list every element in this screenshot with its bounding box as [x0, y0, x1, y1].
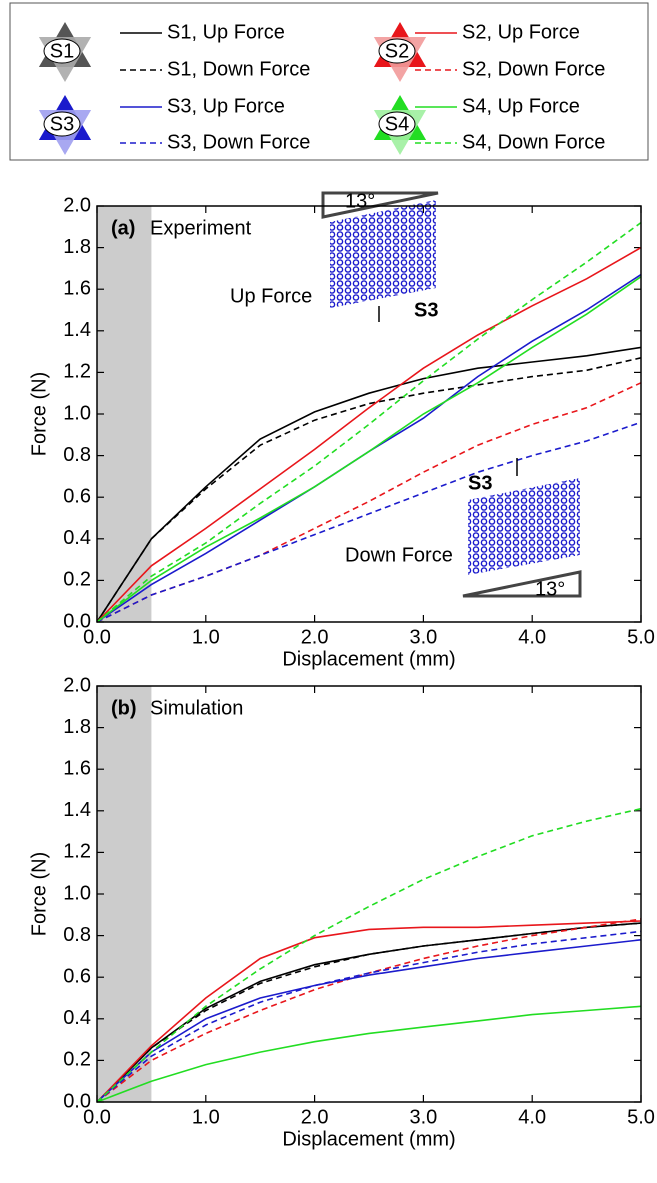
legend-label: S4, Down Force: [462, 131, 605, 153]
plot-frame: [96, 205, 642, 623]
series-line: [96, 930, 642, 1103]
y-tick-label: 1.8: [63, 236, 91, 258]
y-tick-label: 0.0: [63, 610, 91, 632]
legend-label: S2, Up Force: [462, 21, 580, 43]
series-line: [96, 357, 642, 623]
legend-label: S1, Down Force: [167, 58, 310, 80]
inset-sample: S3: [468, 472, 492, 494]
inset-label: Down Force: [345, 544, 453, 566]
x-tick-label: 2.0: [301, 1106, 329, 1128]
y-tick-label: 2.0: [63, 674, 91, 696]
y-tick-label: 0.0: [63, 1090, 91, 1112]
y-tick-label: 1.0: [63, 402, 91, 424]
y-axis-label: Force (N): [28, 372, 50, 456]
inset-label: Up Force: [230, 285, 312, 307]
series-line: [96, 276, 642, 623]
inset-sample: S3: [414, 299, 438, 321]
y-tick-label: 1.8: [63, 716, 91, 738]
y-tick-label: 0.8: [63, 924, 91, 946]
legend-box: [9, 2, 649, 161]
series-line: [96, 421, 642, 623]
x-tick-label: 4.0: [518, 1106, 546, 1128]
y-tick-label: 1.4: [63, 799, 91, 821]
x-tick-label: 4.0: [518, 626, 546, 648]
x-tick-label: 0.0: [83, 1106, 111, 1128]
series-line: [96, 246, 642, 623]
y-tick-label: 0.2: [63, 1049, 91, 1071]
inset-angle: 13°: [535, 578, 565, 600]
y-tick-label: 1.2: [63, 841, 91, 863]
y-tick-label: 0.2: [63, 569, 91, 591]
y-tick-label: 1.4: [63, 319, 91, 341]
plot-frame: [96, 685, 642, 1103]
y-tick-label: 1.6: [63, 757, 91, 779]
x-tick-label: 1.0: [192, 626, 220, 648]
inset-lattice: [330, 200, 436, 308]
legend-label: S2, Down Force: [462, 58, 605, 80]
legend-icon-label: S2: [385, 40, 409, 62]
panel-label: (a): [111, 217, 135, 239]
shaded-region: [97, 206, 152, 622]
inset-wedge: [462, 570, 582, 598]
series-line: [96, 920, 642, 1103]
x-tick-label: 5.0: [627, 626, 655, 648]
x-tick-label: 3.0: [409, 626, 437, 648]
y-tick-label: 1.6: [63, 277, 91, 299]
legend-icon-badge: [43, 38, 81, 64]
legend-label: S4, Up Force: [462, 95, 580, 117]
y-tick-label: 0.6: [63, 485, 91, 507]
legend-label: S3, Down Force: [167, 131, 310, 153]
panel-title: Experiment: [150, 217, 252, 239]
inset-angle: 13°: [345, 190, 375, 212]
x-axis-label: Displacement (mm): [282, 1128, 455, 1150]
legend-icon-label: S1: [50, 40, 74, 62]
shaded-region: [97, 686, 152, 1102]
inset-lattice: [468, 478, 580, 575]
legend-icon-badge: [378, 111, 416, 137]
series-line: [96, 939, 642, 1103]
y-tick-label: 2.0: [63, 194, 91, 216]
series-line: [96, 918, 642, 1103]
x-tick-label: 2.0: [301, 626, 329, 648]
y-tick-label: 0.4: [63, 1007, 91, 1029]
legend-icon-badge: [378, 38, 416, 64]
y-tick-label: 0.8: [63, 444, 91, 466]
legend-icon-badge: [43, 111, 81, 137]
x-tick-label: 1.0: [192, 1106, 220, 1128]
legend-label: S1, Up Force: [167, 21, 285, 43]
y-tick-label: 1.0: [63, 882, 91, 904]
legend-label: S3, Up Force: [167, 95, 285, 117]
legend-icon-label: S3: [50, 113, 74, 135]
legend-icon-label: S4: [385, 113, 409, 135]
series-line: [96, 1005, 642, 1103]
series-line: [96, 807, 642, 1103]
x-tick-label: 3.0: [409, 1106, 437, 1128]
inset-wedge: [321, 191, 439, 219]
x-tick-label: 5.0: [627, 1106, 655, 1128]
y-tick-label: 0.6: [63, 965, 91, 987]
y-axis-label: Force (N): [28, 852, 50, 936]
y-tick-label: 0.4: [63, 527, 91, 549]
x-axis-label: Displacement (mm): [282, 648, 455, 670]
series-line: [96, 922, 642, 1103]
series-line: [96, 221, 642, 623]
series-line: [96, 346, 642, 623]
panel-title: Simulation: [150, 697, 243, 719]
y-tick-label: 1.2: [63, 361, 91, 383]
panel-label: (b): [111, 697, 137, 719]
x-tick-label: 0.0: [83, 626, 111, 648]
